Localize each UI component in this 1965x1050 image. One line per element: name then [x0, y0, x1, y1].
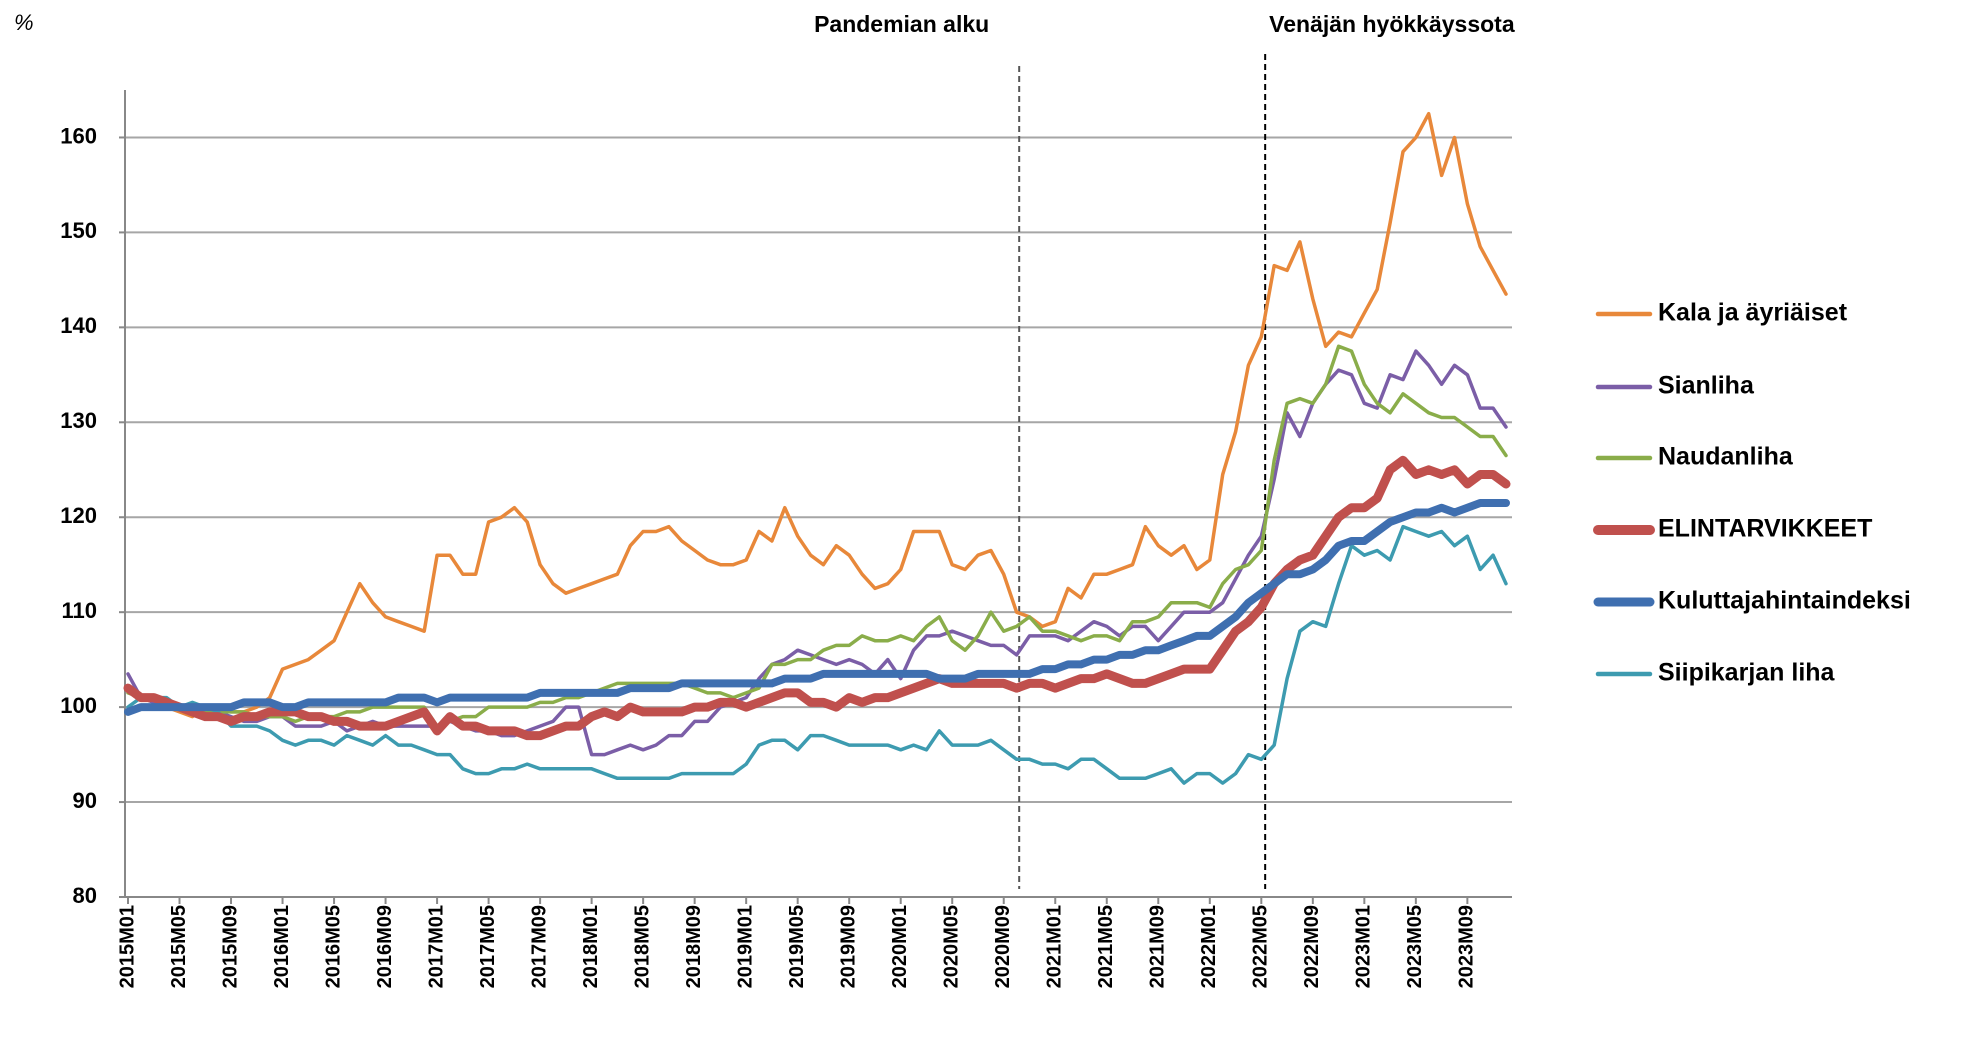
annotation: Pandemian alku [814, 11, 989, 37]
x-tick-label: 2020M01 [889, 905, 911, 988]
x-tick-label: 2015M09 [219, 905, 241, 988]
legend-label: Naudanliha [1658, 443, 1794, 471]
x-tick-label: 2018M09 [683, 905, 705, 988]
x-tick-label: 2016M01 [271, 905, 293, 988]
legend-label: Sianliha [1658, 372, 1755, 400]
x-tick-label: 2015M05 [168, 905, 190, 988]
x-tick-label: 2019M09 [837, 905, 859, 988]
y-tick-label: 80 [73, 883, 97, 908]
x-tick-label: 2015M01 [116, 905, 138, 988]
legend-label: ELINTARVIKKEET [1658, 515, 1872, 543]
line-series [126, 344, 1508, 728]
x-tick-label: 2023M09 [1456, 905, 1478, 988]
y-tick-label: 150 [60, 218, 97, 243]
x-tick-label: 2023M01 [1353, 905, 1375, 988]
x-tick-label: 2022M05 [1250, 905, 1272, 988]
annotation: Venäjän hyökkäyssota [1269, 11, 1515, 37]
x-tick-label: 2023M05 [1404, 905, 1426, 988]
line-series [124, 499, 1510, 716]
x-tick-label: 2019M05 [786, 905, 808, 988]
line-series [123, 455, 1511, 741]
x-tick-label: 2021M09 [1147, 905, 1169, 988]
x-tick-label: 2019M01 [734, 905, 756, 988]
y-tick-label: 120 [60, 503, 97, 528]
legend-label: Siipikarjan liha [1658, 659, 1836, 687]
x-tick-label: 2020M05 [941, 905, 963, 988]
x-tick-label: 2016M09 [374, 905, 396, 988]
x-tick-label: 2022M01 [1198, 905, 1220, 988]
x-tick-label: 2022M09 [1301, 905, 1323, 988]
x-tick-label: 2021M05 [1095, 905, 1117, 988]
y-tick-label: 140 [60, 313, 97, 338]
legend-label: Kuluttajahintaindeksi [1658, 587, 1911, 615]
line-series [126, 349, 1508, 757]
x-tick-label: 2018M05 [631, 905, 653, 988]
y-tick-label: 160 [60, 123, 97, 148]
y-tick-label: 100 [60, 693, 97, 718]
y-tick-label: 90 [73, 788, 97, 813]
x-tick-label: 2017M09 [528, 905, 550, 988]
legend-label: Kala ja äyriäiset [1658, 299, 1848, 327]
y-tick-label: 110 [62, 598, 98, 623]
y-axis-label: % [14, 10, 34, 35]
x-tick-label: 2017M05 [477, 905, 499, 988]
x-tick-label: 2017M01 [425, 905, 447, 988]
x-tick-label: 2016M05 [322, 905, 344, 988]
x-tick-label: 2018M01 [580, 905, 602, 988]
x-tick-label: 2020M09 [992, 905, 1014, 988]
line-series [126, 524, 1508, 785]
x-tick-label: 2021M01 [1044, 905, 1066, 988]
y-tick-label: 130 [60, 408, 97, 433]
line-series [126, 111, 1508, 719]
